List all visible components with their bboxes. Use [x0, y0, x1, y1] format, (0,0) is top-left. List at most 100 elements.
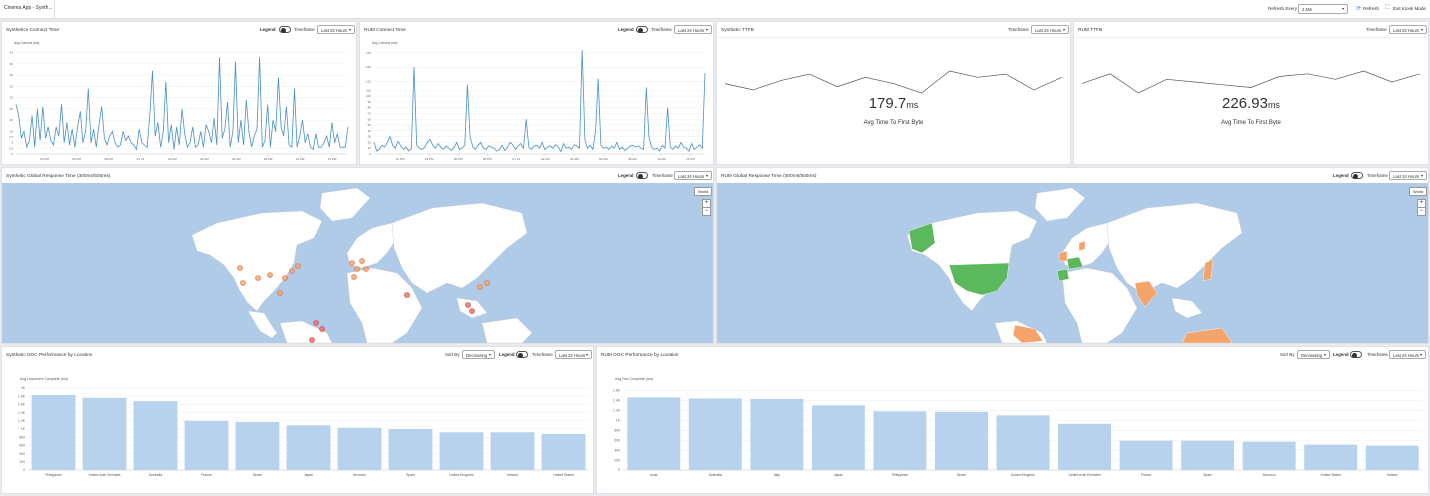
map-mode-button[interactable]: World [694, 187, 713, 196]
x-tick-label: Philippines [45, 473, 62, 477]
sort-select[interactable]: Decreasing ▾ [462, 350, 495, 359]
exit-kiosk-button[interactable]: Exit Kiosk Mode [1393, 6, 1426, 11]
x-tick-label: Australia [149, 473, 162, 477]
timeframe-select[interactable]: Last 24 Hours ▾ [317, 25, 355, 34]
bar [490, 432, 535, 470]
x-tick-label: United States [1321, 473, 1342, 477]
timeframe-select[interactable]: Last 24 Hours ▾ [1389, 25, 1427, 34]
y-axis-label: Avg Document Complete (ms) [20, 377, 68, 381]
y-tick-label: 2K [21, 386, 26, 390]
y-tick-label: 30 [368, 135, 372, 139]
sort-select[interactable]: Decreasing ▾ [1297, 350, 1330, 359]
refresh-interval-select[interactable]: 2 Min ▾ [1298, 4, 1348, 14]
synthetic-map-panel: Synthetic Global Response Time (300ms/50… [1, 167, 714, 344]
x-tick-label: 04 AM [570, 157, 579, 161]
title-divider [54, 0, 55, 19]
bar [133, 401, 178, 470]
x-tick-label: 02 AM [168, 157, 177, 161]
timeframe-select[interactable]: Last 24 Hours ▾ [674, 171, 712, 180]
x-tick-label: Spain [406, 473, 415, 477]
y-tick-label: 800 [614, 428, 620, 432]
legend-toggle[interactable] [1351, 172, 1363, 179]
y-tick-label: 40 [368, 129, 372, 133]
rum-doc-panel: RUM DOC Performance by Location Sort By … [596, 346, 1429, 494]
chevron-down-icon: ▾ [1420, 173, 1423, 178]
refresh-button[interactable]: Refresh [1363, 6, 1380, 11]
timeframe-select[interactable]: Last 24 Hours ▾ [1031, 25, 1069, 34]
sort-value: Decreasing [1301, 352, 1323, 358]
x-tick-label: 08 PM [483, 157, 492, 161]
map-mode-button[interactable]: World [1409, 187, 1428, 196]
chevron-down-icon: ▾ [705, 173, 708, 178]
bar [1119, 440, 1173, 470]
y-tick-label: 50 [368, 123, 372, 127]
legend-toggle[interactable] [636, 172, 648, 179]
synthetic-doc-panel: Synthetic DOC Performance by Location So… [1, 346, 594, 494]
x-tick-label: 12 PM [328, 157, 337, 161]
x-tick-label: 10 AM [657, 157, 666, 161]
y-tick-label: 10 [10, 129, 14, 133]
bar [1242, 441, 1296, 470]
bar [541, 433, 586, 470]
y-tick-label: 1.6K [613, 389, 621, 393]
rum-connect-panel: RUM Connect Time Legend Timeframe Last 2… [359, 21, 714, 165]
y-tick-label: 70 [368, 112, 372, 116]
rum-world-map[interactable]: World + − [717, 183, 1428, 343]
y-tick-label: 15 [10, 118, 14, 122]
y-tick-label: 80 [368, 106, 372, 110]
bar [627, 397, 681, 470]
zoom-out-button[interactable]: − [1417, 207, 1426, 216]
legend-toggle[interactable] [516, 351, 528, 358]
synthetic-ttfb-sparkline [724, 70, 1063, 94]
bar [688, 398, 742, 470]
legend-label: Legend [618, 27, 634, 32]
refresh-icon[interactable]: ⟳ [1356, 6, 1362, 12]
bar [750, 398, 804, 470]
x-tick-label: Japan [304, 473, 313, 477]
y-tick-label: 0 [23, 468, 25, 472]
synthetic-world-map[interactable]: World + − [2, 183, 713, 343]
bar [996, 415, 1050, 470]
chevron-down-icon: ▾ [585, 352, 588, 357]
zoom-out-button[interactable]: − [702, 207, 711, 216]
panel-title: RUM Connect Time [364, 28, 406, 33]
timeframe-select[interactable]: Last 24 Hours ▾ [1389, 171, 1427, 180]
exit-fullscreen-icon[interactable]: ⛶ [1385, 5, 1390, 11]
timeframe-select[interactable]: Last 24 Hours ▾ [674, 25, 712, 34]
sort-by-label: Sort By [445, 352, 460, 357]
x-tick-label: France [201, 473, 212, 477]
y-tick-label: 100 [366, 94, 371, 98]
x-tick-label: Ireland [1387, 473, 1397, 477]
app-title[interactable]: Cinema App - Synth... [4, 5, 53, 11]
legend-toggle[interactable] [636, 26, 648, 33]
panel-title: Synthetic TTFB [721, 28, 754, 33]
y-tick-label: 2.5 [9, 146, 14, 150]
legend-toggle[interactable] [279, 26, 291, 33]
bar [82, 397, 127, 470]
y-tick-label: 1K [616, 419, 621, 423]
sparkline [724, 70, 1063, 94]
legend-toggle[interactable] [1350, 351, 1362, 358]
chevron-down-icon: ▾ [705, 27, 708, 32]
timeframe-select[interactable]: Last 24 Hours ▾ [555, 350, 592, 359]
bar [388, 429, 433, 470]
y-tick-label: 800 [19, 435, 25, 439]
timeframe-select[interactable]: Last 24 Hours ▾ [1389, 350, 1426, 359]
y-tick-label: 90 [368, 100, 372, 104]
timeframe-label: Timeframe [651, 27, 672, 32]
x-tick-label: United Kingdom [1011, 473, 1035, 477]
y-axis-label: Avg Doc Complete (ms) [615, 377, 653, 381]
x-tick-label: Philippines [892, 473, 909, 477]
y-tick-label: 600 [614, 438, 620, 442]
synthetic-ttfb-value: 179.7ms [868, 95, 919, 112]
timeframe-value: Last 24 Hours [1393, 27, 1420, 33]
bar [235, 422, 280, 470]
panel-title: RUM TTFB [1078, 28, 1103, 33]
y-axis-label: Avg Connect (ms) [372, 41, 397, 45]
timeframe-value: Last 24 Hours [678, 27, 705, 33]
y-tick-label: 0 [618, 468, 620, 472]
y-tick-label: 175 [366, 51, 371, 55]
map-markers [237, 258, 490, 296]
timeframe-label: Timeframe [532, 352, 553, 357]
x-tick-label: Japan [834, 473, 843, 477]
